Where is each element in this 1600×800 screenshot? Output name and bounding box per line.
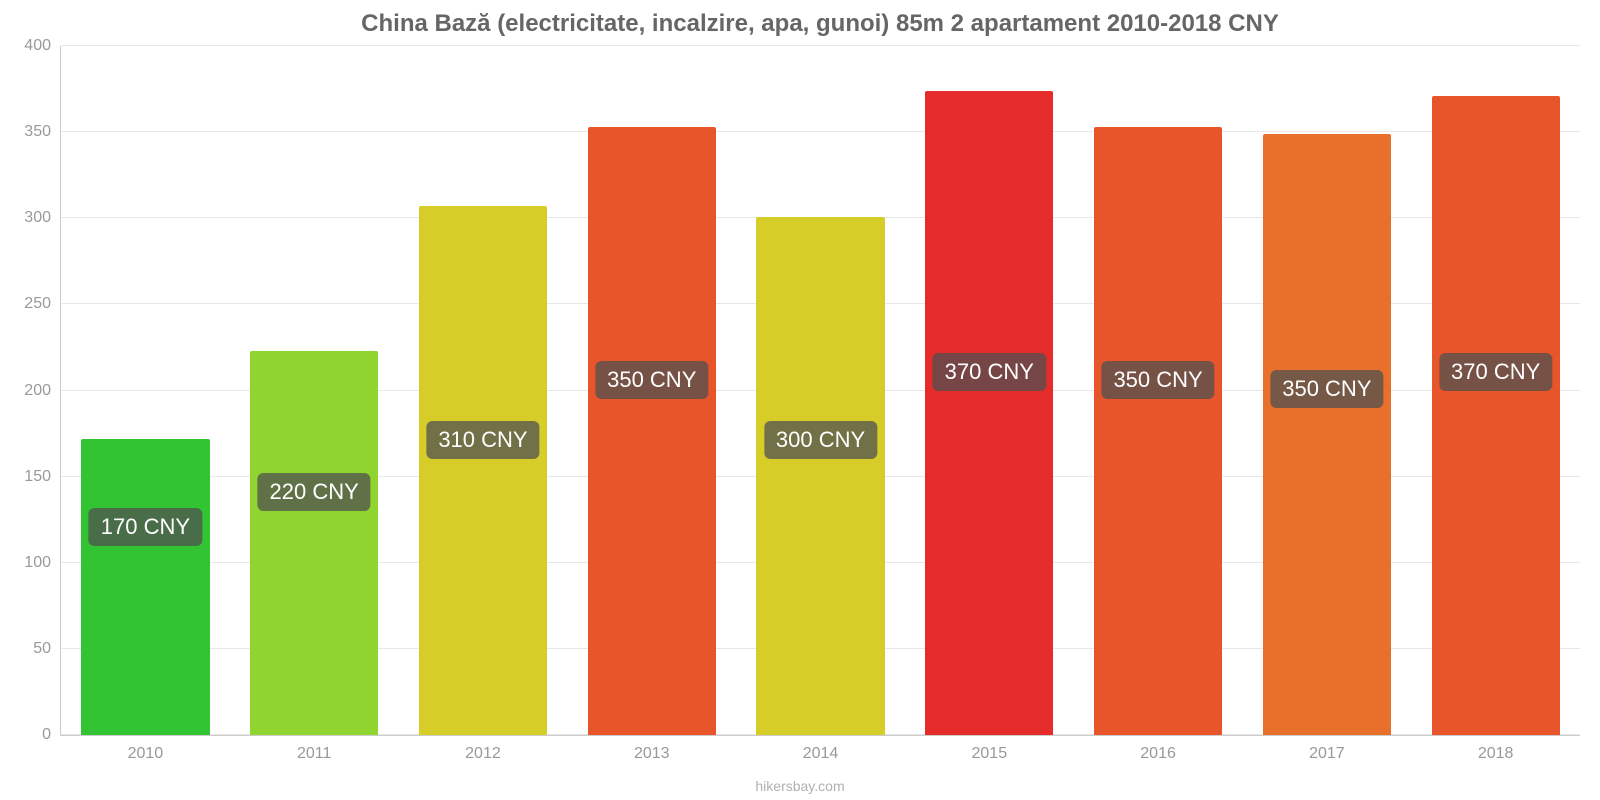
bar-value-label: 300 CNY <box>764 421 877 459</box>
bar-2014 <box>756 217 884 735</box>
bar-2013 <box>588 127 716 735</box>
y-tick-label: 100 <box>24 554 51 572</box>
bar-slot: 300 CNY 2014 <box>736 46 905 735</box>
y-tick-label: 150 <box>24 468 51 486</box>
y-tick-label: 250 <box>24 295 51 313</box>
x-tick-label: 2011 <box>297 745 331 763</box>
bar-slot: 350 CNY 2016 <box>1074 46 1243 735</box>
bar-chart: China Bază (electricitate, incalzire, ap… <box>60 10 1580 780</box>
bar-slot: 370 CNY 2018 <box>1411 46 1580 735</box>
bar-slot: 220 CNY 2011 <box>230 46 399 735</box>
bar-slot: 350 CNY 2017 <box>1242 46 1411 735</box>
bar-value-label: 350 CNY <box>1270 370 1383 408</box>
x-tick-label: 2014 <box>803 745 839 763</box>
bar-value-label: 370 CNY <box>1439 353 1552 391</box>
bar-value-label: 350 CNY <box>595 361 708 399</box>
bar-slot: 170 CNY 2010 <box>61 46 230 735</box>
bar-2015 <box>925 91 1053 735</box>
x-tick-label: 2012 <box>465 745 501 763</box>
bar-2017 <box>1263 134 1391 735</box>
x-tick-label: 2016 <box>1140 745 1176 763</box>
y-tick-label: 350 <box>24 123 51 141</box>
bar-2012 <box>419 206 547 735</box>
chart-title: China Bază (electricitate, incalzire, ap… <box>60 10 1580 38</box>
bars-row: 170 CNY 2010 220 CNY 2011 310 CNY 2012 3… <box>61 46 1580 735</box>
y-tick-label: 400 <box>24 37 51 55</box>
x-tick-label: 2010 <box>128 745 164 763</box>
x-tick-label: 2018 <box>1478 745 1514 763</box>
bar-2016 <box>1094 127 1222 735</box>
x-tick-label: 2015 <box>972 745 1008 763</box>
bar-value-label: 370 CNY <box>933 353 1046 391</box>
bar-value-label: 220 CNY <box>258 473 371 511</box>
bar-value-label: 310 CNY <box>426 421 539 459</box>
attribution: hikersbay.com <box>0 778 1600 794</box>
y-tick-label: 200 <box>24 382 51 400</box>
bar-2011 <box>250 351 378 735</box>
bar-value-label: 170 CNY <box>89 508 202 546</box>
bar-2010 <box>81 439 209 735</box>
y-tick-label: 0 <box>42 726 51 744</box>
y-tick-label: 300 <box>24 209 51 227</box>
bar-slot: 350 CNY 2013 <box>567 46 736 735</box>
bar-slot: 370 CNY 2015 <box>905 46 1074 735</box>
bar-value-label: 350 CNY <box>1101 361 1214 399</box>
x-tick-label: 2013 <box>634 745 670 763</box>
bar-2018 <box>1432 96 1560 735</box>
plot-area: 0 50 100 150 200 250 300 350 400 170 CNY… <box>60 46 1580 736</box>
y-tick-label: 50 <box>33 640 51 658</box>
bar-slot: 310 CNY 2012 <box>399 46 568 735</box>
x-tick-label: 2017 <box>1309 745 1345 763</box>
